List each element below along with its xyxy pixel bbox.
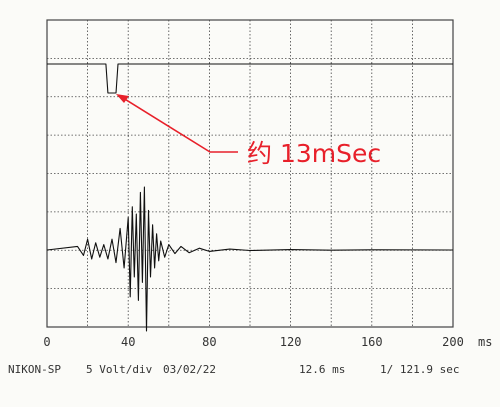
status-footer: NIKON-SP 5 Volt/div 03/02/22 12.6 ms 1/ … [0, 363, 500, 381]
traces [46, 63, 454, 332]
device-name: NIKON-SP [8, 363, 61, 376]
x-tick-label: 40 [121, 335, 135, 349]
time-per-div: 12.6 ms [299, 363, 346, 376]
x-tick-labels: 0 40 80 120 160 200 [43, 335, 463, 349]
x-unit-label: ms [478, 335, 492, 349]
trace-1 [47, 63, 453, 94]
x-tick-label: 0 [43, 335, 50, 349]
grid [46, 19, 454, 328]
annotation-arrow [116, 94, 238, 153]
capture-date: 03/02/22 [163, 363, 216, 376]
x-tick-label: 80 [202, 335, 216, 349]
annotation-label: 约 13mSec [247, 139, 381, 168]
x-tick-label: 120 [280, 335, 302, 349]
sample-rate: 1/ 121.9 sec [380, 363, 460, 376]
volt-scale: 5 Volt/div [86, 363, 153, 376]
x-tick-label: 160 [361, 335, 383, 349]
x-tick-label: 200 [442, 335, 464, 349]
trace-2 [46, 186, 454, 332]
